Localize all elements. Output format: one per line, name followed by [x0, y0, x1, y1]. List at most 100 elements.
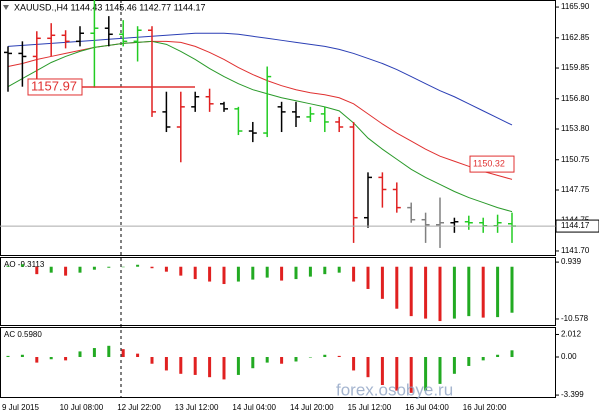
histogram-bar [20, 264, 24, 267]
main-frame [0, 0, 556, 256]
y-tick-label: 1162.85 [561, 33, 590, 42]
symbol-icon [3, 5, 9, 10]
histogram-bar [121, 266, 125, 268]
histogram-bar [510, 266, 514, 313]
histogram-bar [481, 266, 485, 318]
histogram-bar [280, 266, 284, 281]
histogram-bar [409, 357, 413, 393]
histogram-bar [438, 266, 442, 322]
histogram-bar [380, 266, 384, 299]
histogram-bar [452, 357, 456, 374]
histogram-bar [150, 266, 154, 269]
histogram-bar [323, 354, 327, 358]
histogram-bar [467, 266, 471, 317]
histogram-bar [265, 357, 269, 363]
y-tick-label: 1141.70 [561, 246, 590, 255]
histogram-bar [337, 266, 341, 273]
moving-average [7, 40, 513, 213]
histogram-bar [222, 266, 226, 285]
histogram-bar [352, 357, 356, 371]
y-tick-label: 0.939 [561, 257, 582, 266]
level-label: 1157.97 [31, 78, 77, 93]
histogram-bar [409, 266, 413, 317]
histogram-bar [265, 266, 269, 278]
histogram-bar [193, 266, 197, 280]
histogram-bar [323, 266, 327, 275]
y-tick-label: 1165.90 [561, 2, 590, 11]
panel-label: AO -9.3113 [4, 260, 45, 269]
y-tick-label: -10.578 [561, 314, 589, 323]
x-tick-label: 12 Jul 22:00 [117, 403, 161, 412]
histogram-bar [20, 354, 24, 358]
x-tick-label: 15 Jul 12:00 [348, 403, 392, 412]
histogram-bar [337, 355, 341, 358]
histogram-bar [496, 266, 500, 318]
y-tick-label: 1153.80 [561, 124, 590, 133]
histogram-bar [136, 353, 140, 358]
x-tick-label: 9 Jul 2015 [2, 403, 39, 412]
histogram-bar [380, 357, 384, 386]
histogram-bar [395, 266, 399, 309]
last-price-box [555, 219, 599, 233]
histogram-bar [294, 266, 298, 280]
histogram-bar [35, 357, 39, 363]
y-tick-label: -3.399 [561, 390, 584, 399]
histogram-bar [6, 355, 10, 358]
histogram-bar [280, 357, 284, 364]
histogram-bar [64, 357, 68, 361]
histogram-bar [366, 357, 370, 378]
histogram-bar [121, 349, 125, 358]
histogram-bar [49, 357, 53, 360]
x-tick-label: 14 Jul 20:00 [290, 403, 334, 412]
histogram-bar [78, 351, 82, 358]
histogram-bar [251, 357, 255, 369]
y-tick-label: 1156.80 [561, 94, 590, 103]
y-tick-label: 0.00 [561, 352, 577, 361]
histogram-bar [107, 266, 111, 268]
histogram-bar [136, 264, 140, 267]
histogram-bar [64, 266, 68, 276]
last-price-label: 1144.17 [561, 221, 590, 230]
histogram-bar [150, 357, 154, 364]
histogram-bar [107, 345, 111, 358]
x-tick-label: 13 Jul 12:00 [175, 403, 219, 412]
histogram-bar [236, 357, 240, 375]
histogram-bar [208, 266, 212, 282]
histogram-bar [35, 266, 39, 275]
level-label: 1150.32 [473, 158, 505, 168]
histogram-bar [164, 357, 168, 371]
histogram-bar [395, 357, 399, 391]
y-tick-label: 1147.75 [561, 185, 590, 194]
histogram-bar [179, 266, 183, 276]
histogram-bar [452, 266, 456, 319]
histogram-bar [308, 266, 312, 277]
x-tick-label: 16 Jul 04:00 [405, 403, 449, 412]
histogram-bar [164, 266, 168, 272]
histogram-bar [467, 357, 471, 366]
histogram-bar [6, 265, 10, 267]
histogram-bar [179, 357, 183, 374]
x-tick-label: 10 Jul 08:00 [60, 403, 104, 412]
panel-label: AC 0.5980 [4, 330, 42, 339]
y-tick-label: 2.012 [561, 330, 582, 339]
chart-title: XAUUSD.,H4 1144.43 1145.46 1142.77 1144.… [14, 2, 205, 12]
watermark: forex.osobye.ru [336, 380, 453, 399]
histogram-bar [510, 350, 514, 358]
histogram-bar [496, 354, 500, 358]
x-tick-label: 16 Jul 20:00 [463, 403, 507, 412]
y-tick-label: 1159.85 [561, 63, 590, 72]
histogram-bar [352, 266, 356, 282]
histogram-bar [438, 357, 442, 384]
histogram-bar [251, 266, 255, 280]
histogram-bar [92, 266, 96, 270]
level-box [469, 155, 515, 173]
histogram-bar [92, 348, 96, 358]
histogram-bar [222, 357, 226, 380]
y-tick-label: 1150.75 [561, 155, 590, 164]
histogram-bar [236, 266, 240, 282]
histogram-bar [424, 266, 428, 319]
x-tick-label: 14 Jul 04:00 [232, 403, 276, 412]
ac-frame [0, 327, 556, 398]
